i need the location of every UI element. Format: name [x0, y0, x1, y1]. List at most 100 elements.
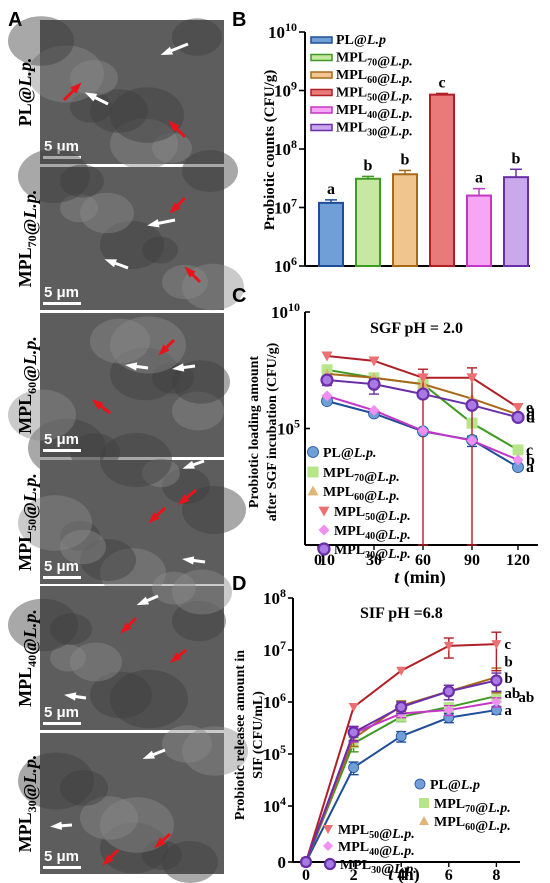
- legend-marker: [307, 485, 319, 496]
- sem-texture: [162, 264, 208, 300]
- significance-label: b: [364, 157, 373, 174]
- end-label: a: [504, 703, 512, 719]
- sem-texture: [110, 87, 184, 143]
- arrow-head: [70, 82, 82, 94]
- arrow-head: [182, 556, 195, 565]
- y-tick-label: 107: [274, 196, 297, 218]
- sem-row-label: MPL70@L.p.: [15, 190, 40, 288]
- sem-texture: [110, 347, 180, 401]
- end-label: c: [526, 442, 533, 459]
- sem-row-label: MPL50@L.p.: [15, 473, 40, 571]
- sem-texture: [142, 458, 180, 488]
- legend-swatch: [310, 106, 333, 114]
- sem-texture: [152, 133, 192, 163]
- sem-row-label: MPL40@L.p.: [15, 609, 40, 707]
- legend-marker: [307, 446, 319, 458]
- white-arrow: [64, 692, 87, 701]
- y-tick-label: 108: [274, 137, 297, 159]
- legend-label: MPL50@L.p.: [334, 505, 411, 524]
- sem-row-label: MPL30@L.p.: [15, 755, 40, 853]
- sem-texture: [50, 613, 92, 645]
- panel-label-a: A: [8, 9, 22, 31]
- arrow-head: [147, 219, 160, 228]
- arrow-head: [160, 46, 174, 55]
- y-tick-label: 105: [277, 417, 300, 439]
- end-label: ab: [518, 690, 534, 706]
- arrow-head: [154, 837, 166, 849]
- sem-texture: [80, 539, 136, 581]
- white-arrow: [84, 92, 109, 106]
- sem-texture: [90, 318, 150, 364]
- white-arrow: [125, 362, 149, 371]
- sem-texture: [8, 16, 74, 66]
- significance-label: a: [327, 181, 335, 198]
- data-point: [395, 730, 407, 742]
- sem-texture: [182, 726, 248, 776]
- scale-bar-label: 5 μm: [44, 284, 79, 301]
- sem-texture: [80, 796, 138, 840]
- sem-image: 5 μm: [18, 725, 248, 883]
- sem-texture: [162, 468, 210, 504]
- end-label: d: [526, 406, 535, 423]
- legend-marker: [414, 778, 426, 790]
- y-tick-label: 104: [263, 794, 286, 816]
- red-arrow: [148, 506, 167, 524]
- sem-texture: [100, 221, 164, 269]
- legend-marker: [419, 816, 429, 825]
- bar: [503, 176, 529, 267]
- sem-texture: [100, 548, 166, 598]
- red-arrow: [168, 120, 187, 139]
- data-point: [367, 377, 381, 391]
- data-point: [443, 705, 454, 716]
- legend-swatch: [310, 123, 333, 132]
- white-arrow: [182, 556, 206, 565]
- data-point: [491, 640, 502, 650]
- sem-row-label: MPL60@L.p.: [15, 336, 40, 434]
- y-tick-label: 105: [263, 742, 286, 764]
- annotation: SIF pH =6.8: [360, 605, 443, 622]
- white-arrow: [142, 748, 166, 759]
- data-point: [348, 762, 360, 773]
- legend-marker: [323, 857, 337, 871]
- scale-bar-label: 5 μm: [44, 704, 79, 721]
- red-arrow: [120, 616, 138, 634]
- x-tick-label: 8: [492, 867, 500, 883]
- y-axis-label: Probiotic loading amount: [247, 356, 262, 509]
- bar: [429, 93, 455, 267]
- data-point: [512, 454, 524, 466]
- legend-marker: [318, 524, 330, 536]
- arrow-head: [120, 622, 132, 634]
- sem-texture: [60, 193, 98, 223]
- sem-image-bg: [40, 586, 224, 730]
- y-tick-label: 106: [274, 254, 297, 276]
- white-arrow: [160, 42, 189, 55]
- sem-texture: [172, 569, 232, 615]
- legend-label: PL@L.p: [336, 33, 386, 48]
- legend-label: MPL70@L.p.: [323, 466, 400, 485]
- scale-bar-label: 5 μm: [44, 848, 79, 865]
- bar: [392, 173, 418, 267]
- data-point: [466, 373, 478, 384]
- arrow-head: [104, 259, 117, 268]
- sem-image-bg: [40, 167, 224, 310]
- panel-label-c: C: [232, 285, 246, 307]
- bar-chart-B: B 106 107 108 109 1010 Probiotic counts (CFU/g…: [232, 9, 530, 276]
- data-point: [491, 697, 502, 707]
- data-point: [417, 373, 429, 384]
- end-label: b: [504, 671, 512, 687]
- x-tick-label: 120: [506, 552, 530, 569]
- legend-label: MPL30@L.p.: [334, 543, 411, 562]
- bar: [318, 201, 344, 268]
- red-arrow: [177, 488, 197, 506]
- data-point: [396, 666, 407, 676]
- white-arrow: [147, 218, 176, 228]
- sem-texture: [172, 391, 224, 431]
- sem-texture: [8, 389, 76, 441]
- sem-texture: [18, 149, 90, 203]
- sem-texture: [172, 360, 230, 404]
- sem-image-bg: [40, 460, 224, 584]
- sem-image: 5 μm: [18, 433, 246, 598]
- sem-image-bg: [40, 313, 224, 457]
